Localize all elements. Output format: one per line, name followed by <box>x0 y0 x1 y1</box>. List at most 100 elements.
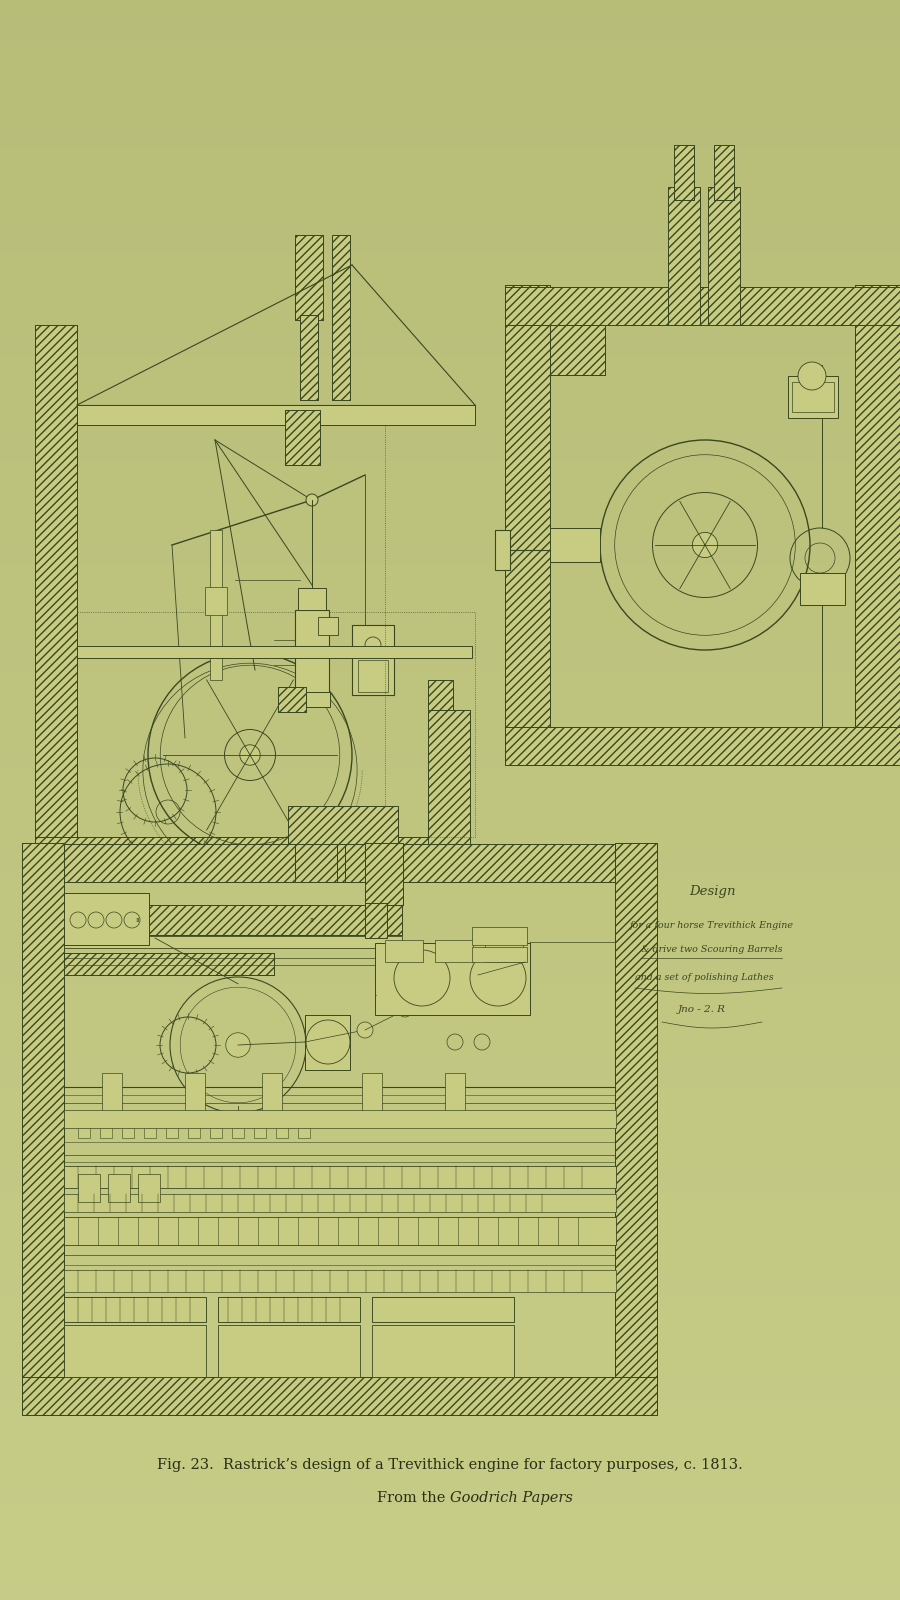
Bar <box>288 806 398 845</box>
Bar <box>352 626 394 694</box>
Bar <box>278 686 306 712</box>
Bar <box>300 315 318 400</box>
Bar <box>375 942 530 1014</box>
Bar <box>64 893 149 946</box>
Bar <box>550 528 600 562</box>
Bar <box>77 646 472 658</box>
Bar <box>318 618 338 635</box>
Bar <box>305 1014 350 1070</box>
Bar <box>262 1074 282 1117</box>
Bar <box>218 1298 360 1322</box>
Bar <box>365 843 403 906</box>
Bar <box>550 325 605 374</box>
Bar <box>365 902 387 938</box>
Text: II: II <box>136 918 140 923</box>
Text: II: II <box>310 918 314 923</box>
Circle shape <box>357 1022 373 1038</box>
Bar <box>428 710 470 875</box>
Bar <box>472 926 527 946</box>
Bar <box>362 1074 382 1117</box>
Bar <box>64 906 402 934</box>
Text: for a four horse Trevithick Engine: for a four horse Trevithick Engine <box>630 922 794 930</box>
Bar <box>365 902 387 938</box>
Bar <box>365 843 403 906</box>
Bar <box>64 1298 206 1322</box>
Bar <box>77 405 475 426</box>
Bar <box>550 325 605 374</box>
Bar <box>385 939 423 962</box>
Bar <box>64 1325 206 1378</box>
Text: and a set of polishing Lathes: and a set of polishing Lathes <box>634 973 773 982</box>
Bar <box>64 1270 616 1293</box>
Bar <box>108 1174 130 1202</box>
Circle shape <box>226 1032 250 1058</box>
Bar <box>332 235 350 400</box>
Bar <box>295 235 323 320</box>
Circle shape <box>306 494 318 506</box>
Bar <box>185 1074 205 1117</box>
Circle shape <box>398 1003 412 1018</box>
Bar <box>345 819 387 882</box>
Bar <box>78 1174 100 1202</box>
Bar <box>505 726 900 765</box>
Bar <box>64 906 402 934</box>
Bar <box>35 837 470 875</box>
Bar <box>372 1298 514 1322</box>
Bar <box>22 845 657 882</box>
Bar <box>295 819 337 882</box>
Bar <box>428 710 470 875</box>
Bar <box>358 659 388 691</box>
Text: & drive two Scouring Barrels: & drive two Scouring Barrels <box>641 946 783 954</box>
Bar <box>218 1298 360 1322</box>
Bar <box>35 837 470 875</box>
Bar <box>210 530 222 680</box>
Bar <box>708 187 740 325</box>
Bar <box>188 1128 200 1138</box>
Bar <box>78 1128 90 1138</box>
Bar <box>100 1128 112 1138</box>
Bar <box>122 1128 134 1138</box>
Bar <box>615 843 657 1414</box>
Bar <box>22 843 64 1414</box>
Circle shape <box>239 746 260 765</box>
Circle shape <box>692 533 717 557</box>
Bar <box>800 573 845 605</box>
Bar <box>22 1378 657 1414</box>
Text: Goodrich Papers: Goodrich Papers <box>450 1491 573 1506</box>
Bar <box>550 325 605 374</box>
Text: Design: Design <box>688 885 735 898</box>
Bar <box>295 235 323 320</box>
Text: Fig. 23.  Rastrick’s design of a Trevithick engine for factory purposes, c. 1813: Fig. 23. Rastrick’s design of a Trevithi… <box>158 1458 742 1472</box>
Bar <box>792 382 834 411</box>
Bar <box>77 613 475 837</box>
Bar <box>300 315 318 400</box>
Bar <box>295 610 329 694</box>
Bar <box>505 286 900 325</box>
Bar <box>445 1074 465 1117</box>
Bar <box>668 187 700 325</box>
Bar <box>254 1128 266 1138</box>
Bar <box>505 286 900 325</box>
Bar <box>64 1218 616 1245</box>
Bar <box>674 146 694 200</box>
Bar <box>708 187 740 325</box>
Bar <box>288 806 398 845</box>
Bar <box>714 146 734 200</box>
Bar <box>64 1298 206 1322</box>
Bar <box>64 1166 616 1187</box>
Bar <box>674 146 694 200</box>
Bar <box>428 680 453 710</box>
Bar <box>35 325 77 875</box>
Bar <box>372 1298 514 1322</box>
Bar <box>485 939 523 962</box>
Bar <box>428 680 453 710</box>
Bar <box>278 686 306 712</box>
Bar <box>64 954 274 974</box>
Text: Jno - 2. R: Jno - 2. R <box>678 1005 726 1014</box>
Bar <box>668 187 700 325</box>
Circle shape <box>798 362 826 390</box>
Bar <box>276 1128 288 1138</box>
Bar <box>22 843 64 1414</box>
Bar <box>35 325 77 875</box>
Bar <box>232 1128 244 1138</box>
